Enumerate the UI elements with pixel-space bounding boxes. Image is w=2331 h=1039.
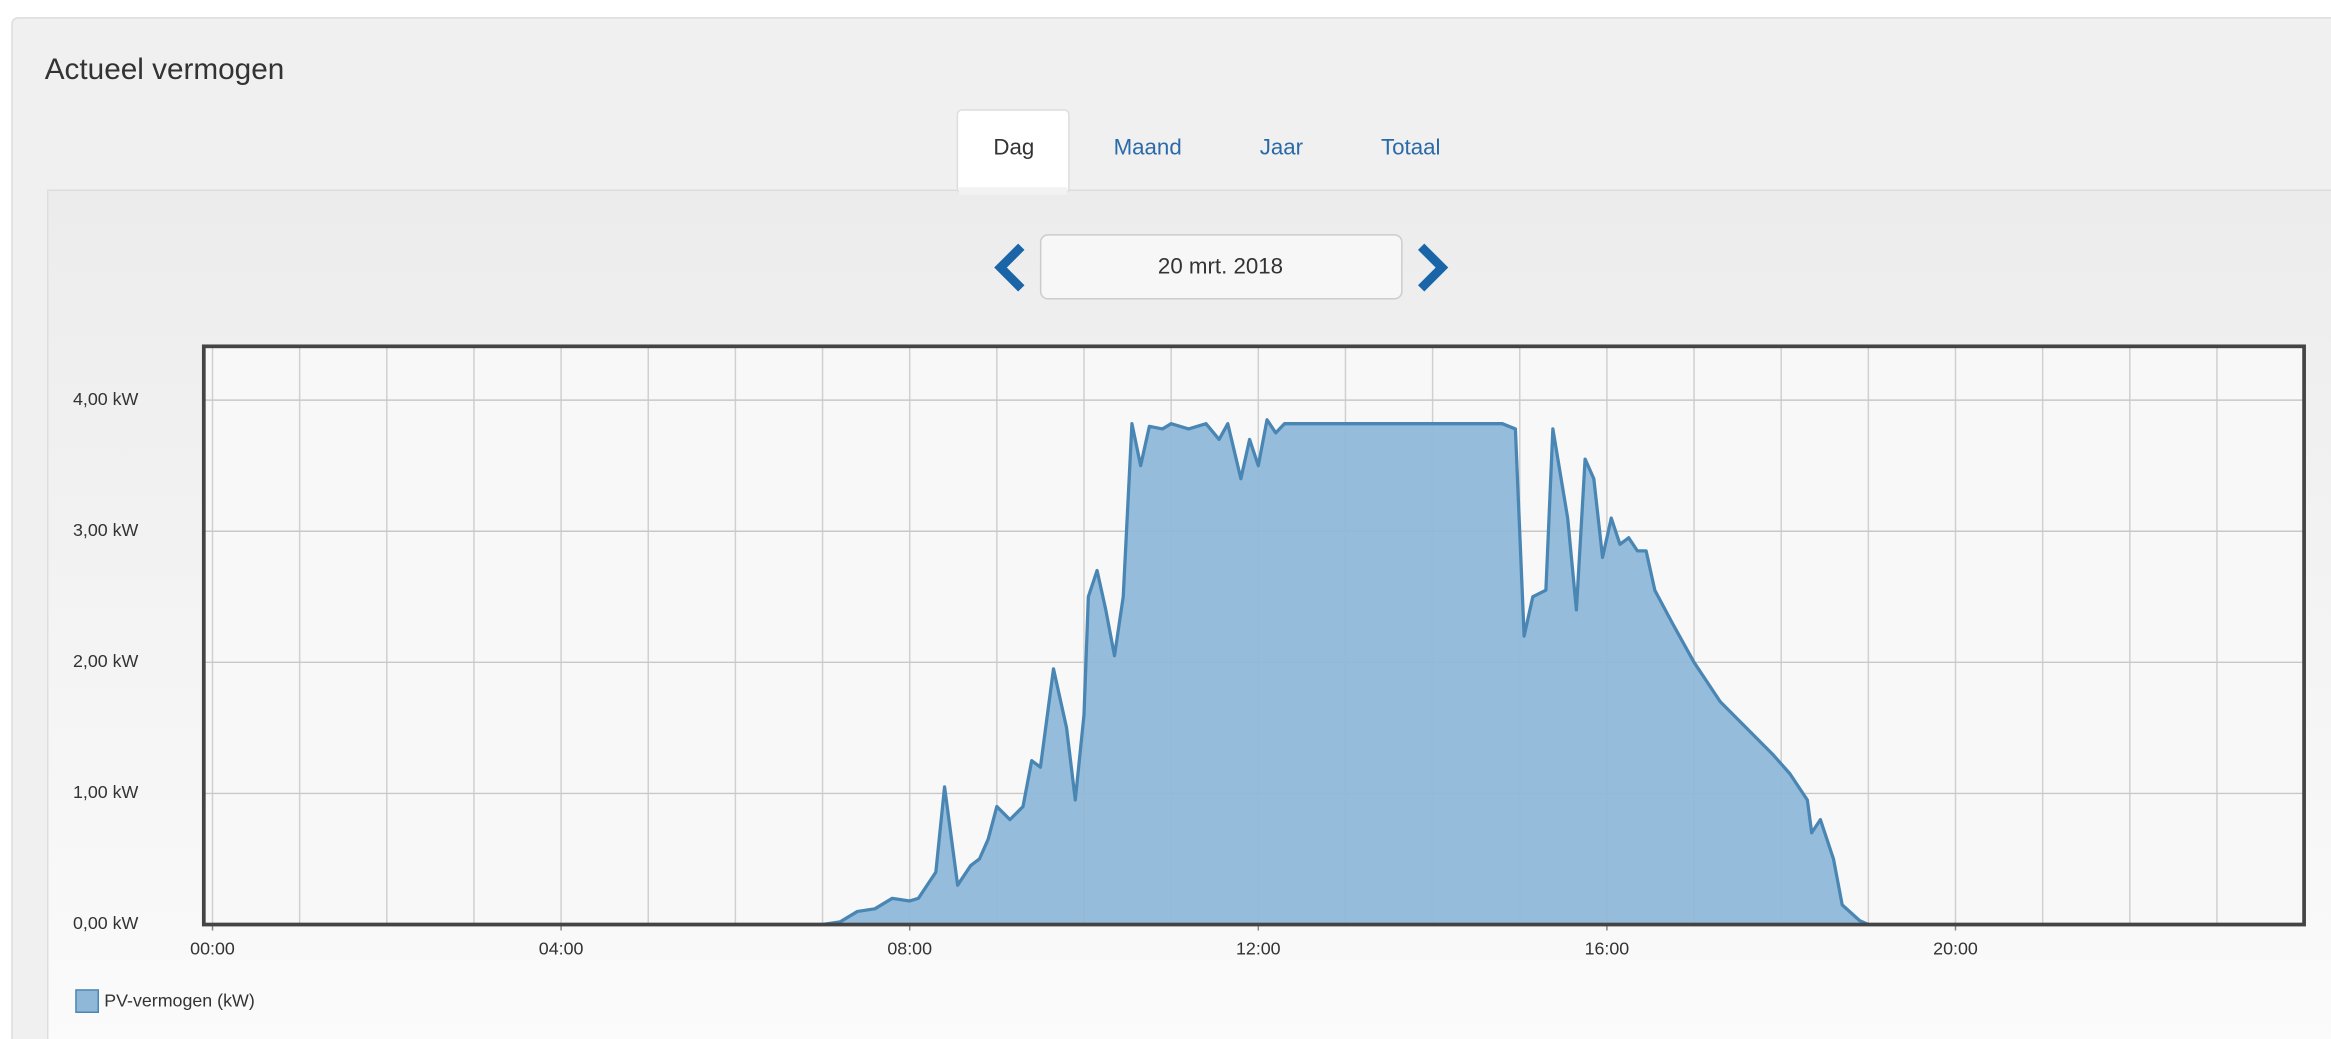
x-tick-label: 20:00 — [1933, 939, 1978, 959]
x-tick-label: 00:00 — [190, 939, 235, 959]
y-tick-label: 1,00 kW — [73, 782, 139, 802]
next-button[interactable] — [1418, 243, 1449, 292]
x-tick-label: 16:00 — [1585, 939, 1630, 959]
panel-title: Actueel vermogen — [45, 53, 285, 86]
chart: 0,00 kW 1,00 kW 2,00 kW 3,00 kW 4,00 kW 00:00… — [73, 346, 2305, 959]
prev-button[interactable] — [994, 243, 1025, 292]
tab[interactable]: Totaal — [1381, 135, 1440, 160]
tab[interactable]: Jaar — [1260, 135, 1304, 160]
y-tick-label: 3,00 kW — [73, 520, 139, 540]
tab-join — [958, 187, 1068, 195]
date-field[interactable] — [1039, 234, 1403, 300]
area — [212, 419, 2305, 925]
legend-swatch[interactable] — [75, 989, 100, 1013]
tab[interactable]: Maand — [1114, 135, 1182, 160]
plot-border — [201, 344, 2306, 927]
line — [212, 418, 2305, 927]
x-tick-label: 12:00 — [1236, 939, 1281, 959]
y-tick-label: 2,00 kW — [73, 651, 139, 671]
legend-label[interactable]: PV-vermogen (kW) — [104, 991, 255, 1011]
y-tick-label: 0,00 kW — [73, 913, 139, 933]
y-tick-label: 4,00 kW — [73, 389, 139, 409]
x-tick-label: 08:00 — [887, 939, 932, 959]
date-text: 20 mrt. 2018 — [1158, 253, 1283, 278]
x-tick-label: 04:00 — [539, 939, 584, 959]
tab[interactable]: Dag — [993, 135, 1034, 160]
